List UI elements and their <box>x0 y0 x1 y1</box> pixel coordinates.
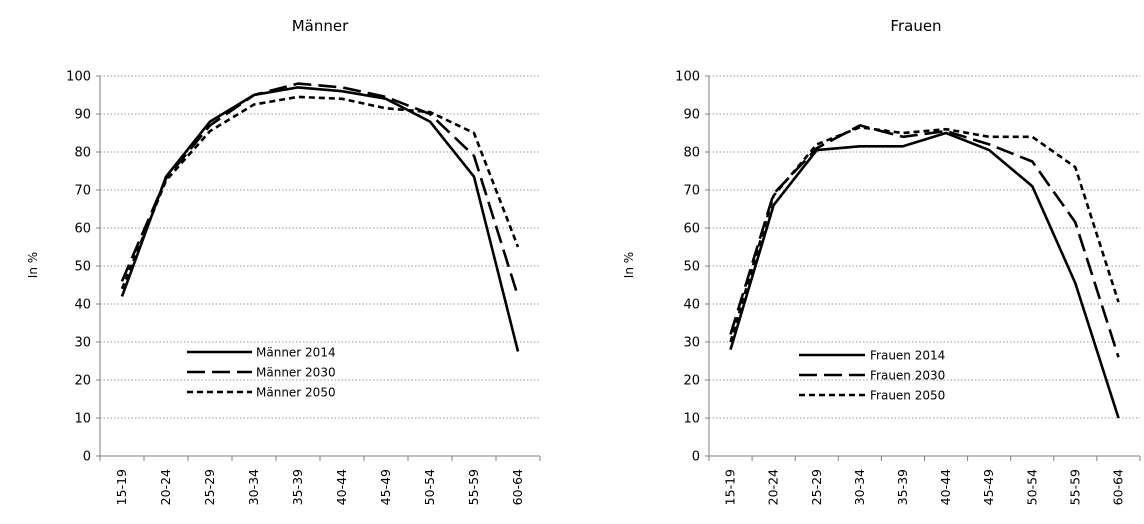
chart-title: Männer <box>292 17 349 35</box>
legend-label: Männer 2030 <box>256 366 336 380</box>
y-tick-label: 0 <box>692 450 700 465</box>
chart-title: Frauen <box>890 17 941 35</box>
x-tick-label: 35-39 <box>290 469 305 505</box>
x-tick-label: 35-39 <box>895 469 910 505</box>
x-tick-label: 20-24 <box>158 469 173 505</box>
y-tick-label: 60 <box>74 222 91 237</box>
chart-frauen: Frauen In % 0 10 20 30 40 50 60 70 80 90 100 15-19 2… <box>622 17 1140 505</box>
x-tick-label: 15-19 <box>114 469 129 505</box>
x-tick-label: 60-64 <box>1110 469 1125 505</box>
x-tick-label: 30-34 <box>852 469 867 505</box>
y-tick-label: 80 <box>683 146 700 161</box>
series-line <box>731 127 1119 342</box>
y-tick-label: 60 <box>683 222 700 237</box>
x-tick-label: 40-44 <box>334 469 349 505</box>
y-tick-label: 10 <box>683 412 700 427</box>
y-tick-label: 100 <box>675 70 700 85</box>
x-tick-label: 40-44 <box>938 469 953 505</box>
y-tick-label: 40 <box>74 298 91 313</box>
x-tick-label: 50-54 <box>422 469 437 505</box>
y-tick-label: 70 <box>683 184 700 199</box>
y-tick-label: 0 <box>83 450 91 465</box>
y-tick-label: 10 <box>74 412 91 427</box>
legend-label: Frauen 2030 <box>870 369 945 383</box>
x-tick-label: 55-59 <box>1067 469 1082 505</box>
legend-label: Frauen 2014 <box>870 349 945 363</box>
y-tick-label: 90 <box>74 108 91 123</box>
y-tick-label: 20 <box>683 374 700 389</box>
x-tick-label: 60-64 <box>510 469 525 505</box>
y-axis-label: In % <box>26 252 40 278</box>
x-tick-label: 50-54 <box>1024 469 1039 505</box>
legend-label: Männer 2014 <box>256 346 336 360</box>
y-tick-label: 90 <box>683 108 700 123</box>
chart-maenner: Männer In % 0 10 20 30 40 50 60 70 80 90 100 15-19 2… <box>26 17 540 505</box>
legend-label: Männer 2050 <box>256 386 336 400</box>
x-tick-label: 25-29 <box>202 469 217 505</box>
y-tick-label: 40 <box>683 298 700 313</box>
y-tick-label: 30 <box>683 336 700 351</box>
y-axis-label: In % <box>622 252 636 278</box>
y-tick-label: 50 <box>74 260 91 275</box>
legend-label: Frauen 2050 <box>870 389 945 403</box>
y-tick-label: 50 <box>683 260 700 275</box>
y-tick-label: 70 <box>74 184 91 199</box>
x-tick-label: 55-59 <box>466 469 481 505</box>
x-tick-label: 20-24 <box>766 469 781 505</box>
x-tick-label: 15-19 <box>723 469 738 505</box>
x-tick-label: 45-49 <box>378 469 393 505</box>
series-line <box>122 97 518 289</box>
y-tick-label: 100 <box>66 70 91 85</box>
y-tick-label: 30 <box>74 336 91 351</box>
y-tick-label: 80 <box>74 146 91 161</box>
x-tick-label: 45-49 <box>981 469 996 505</box>
x-tick-label: 25-29 <box>809 469 824 505</box>
series-line <box>731 125 1119 357</box>
y-tick-label: 20 <box>74 374 91 389</box>
x-tick-label: 30-34 <box>246 469 261 505</box>
